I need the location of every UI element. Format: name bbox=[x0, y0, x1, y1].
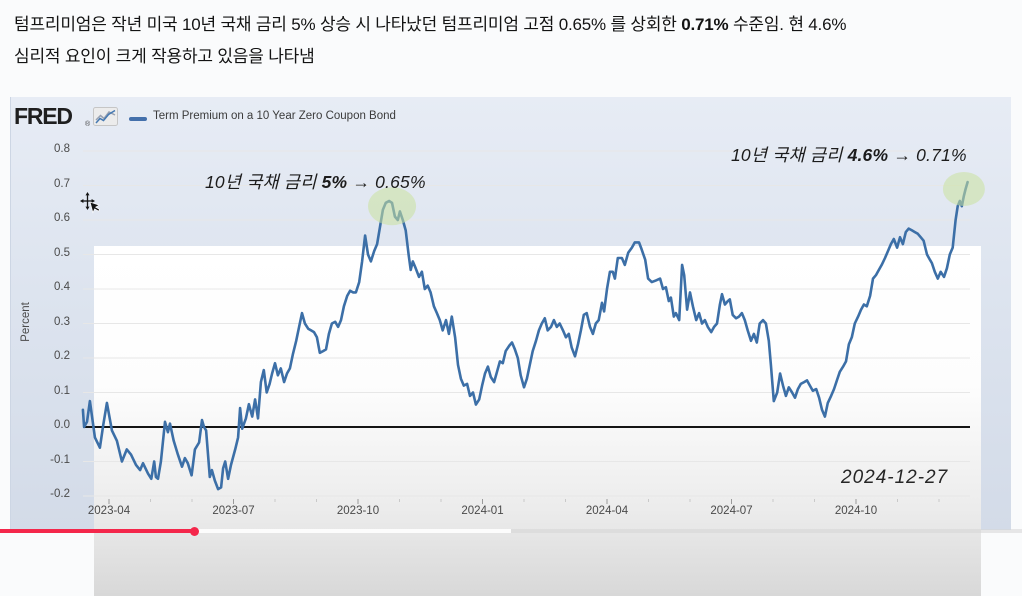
x-tick-label: 2024-07 bbox=[710, 505, 753, 517]
x-tick-label: 2023-10 bbox=[336, 505, 380, 517]
y-tick-label: 0.3 bbox=[54, 315, 70, 328]
progress-track[interactable] bbox=[0, 529, 1022, 533]
y-tick-label: 0.2 bbox=[54, 350, 70, 362]
move-cursor-icon bbox=[80, 192, 102, 218]
note-line-2: 심리적 요인이 크게 작용하고 있음을 나타냄 bbox=[14, 47, 315, 66]
y-tick-label: -0.1 bbox=[50, 453, 70, 466]
legend-label: Term Premium on a 10 Year Zero Coupon Bo… bbox=[153, 110, 396, 122]
fred-logo: FRED bbox=[14, 103, 73, 129]
date-annotation: 2024-12-27 bbox=[841, 467, 949, 488]
y-tick-label: -0.2 bbox=[50, 488, 70, 500]
y-tick-label: 0.6 bbox=[54, 212, 70, 224]
x-tick-label: 2024-10 bbox=[834, 505, 878, 517]
annotation-2024-peak: 10년 국채 금리 4.6% → 0.71% bbox=[731, 145, 967, 165]
y-tick-label: 0.4 bbox=[54, 281, 70, 293]
progress-buffer bbox=[194, 529, 511, 533]
video-progress-bar[interactable] bbox=[0, 526, 1022, 536]
x-tick-label: 2024-01 bbox=[461, 505, 504, 517]
y-tick-label: 0.1 bbox=[54, 384, 70, 397]
registered-mark: ® bbox=[85, 121, 91, 128]
mini-line-chart-icon bbox=[93, 107, 118, 126]
note-line-1: 텀프리미엄은 작년 미국 10년 국채 금리 5% 상승 시 나타났던 텀프리미… bbox=[14, 15, 847, 34]
plot-area[interactable] bbox=[94, 246, 981, 596]
x-tick-label: 2023-07 bbox=[212, 505, 255, 517]
annotation-2023-peak: 10년 국채 금리 5% → 0.65% bbox=[205, 172, 426, 192]
top-note: 텀프리미엄은 작년 미국 10년 국채 금리 5% 상승 시 나타났던 텀프리미… bbox=[14, 9, 1014, 73]
x-tick-label: 2024-04 bbox=[585, 505, 629, 517]
progress-played bbox=[0, 529, 195, 533]
y-tick-label: 0.7 bbox=[54, 177, 70, 190]
x-tick-label: 2023-04 bbox=[87, 505, 131, 517]
progress-handle[interactable] bbox=[189, 526, 199, 536]
y-tick-label: 0.8 bbox=[54, 143, 70, 155]
note-bold-value: 0.71% bbox=[681, 15, 729, 34]
y-tick-label: 0.0 bbox=[54, 419, 70, 431]
legend-line-swatch bbox=[129, 117, 147, 121]
y-tick-label: 0.5 bbox=[54, 246, 70, 259]
